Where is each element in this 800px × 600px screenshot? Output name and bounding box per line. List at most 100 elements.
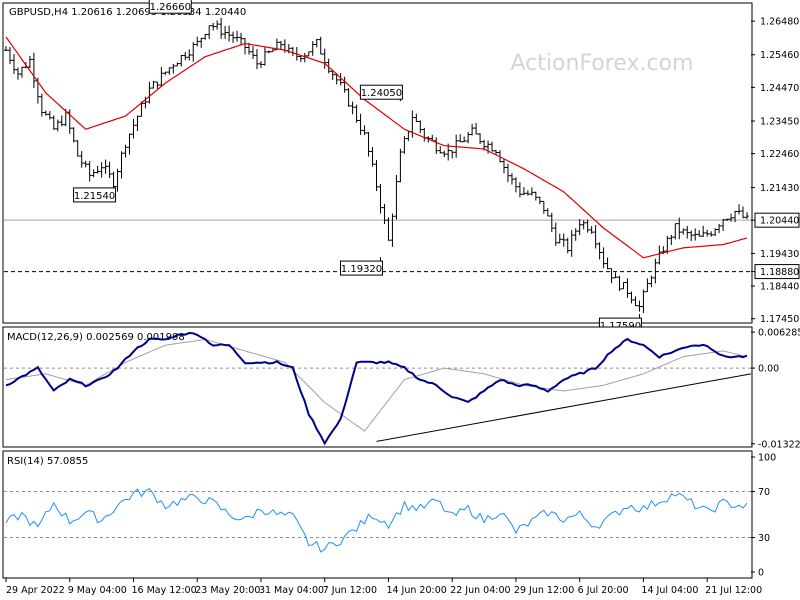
ohlc-bar <box>613 272 618 279</box>
ohlc-bar <box>155 81 160 89</box>
rsi-tick-label: 0 <box>758 568 764 579</box>
ohlc-bar <box>183 52 188 61</box>
ohlc-bar <box>4 46 8 52</box>
price-tick-label: 1.23450 <box>760 116 799 127</box>
ohlc-bar <box>633 296 638 307</box>
macd-tick-label: 0.00 <box>758 364 779 375</box>
x-tick-label: 7 Jun 12:00 <box>323 585 377 596</box>
ohlc-bar <box>179 54 184 67</box>
ohlc-bar <box>585 219 590 233</box>
ohlc-bar <box>386 217 391 241</box>
price-tick-label: 1.18880 <box>760 267 799 278</box>
ohlc-bar <box>733 210 738 223</box>
price-tick-label: 1.20440 <box>760 216 799 227</box>
ohlc-bar <box>87 161 92 182</box>
ohlc-bar <box>569 230 574 257</box>
ohlc-bar <box>669 234 674 246</box>
price-annotation: 1.24050 <box>359 84 403 102</box>
ohlc-bar <box>75 140 80 157</box>
ohlc-bar <box>601 247 606 269</box>
ohlc-bar <box>67 109 72 134</box>
ohlc-bar <box>573 228 578 241</box>
ohlc-bar <box>533 191 538 201</box>
ohlc-bar <box>346 88 351 107</box>
x-tick-label: 9 May 04:00 <box>68 585 127 596</box>
ohlc-bar <box>306 51 311 57</box>
macd-trendline <box>376 373 752 442</box>
ohlc-bar <box>143 96 148 109</box>
x-tick-label: 22 Jun 04:00 <box>450 585 510 596</box>
ohlc-bar <box>43 110 48 116</box>
x-tick-label: 21 Jul 12:00 <box>705 585 762 596</box>
ohlc-bar <box>55 119 60 132</box>
ohlc-bar <box>115 168 120 192</box>
ohlc-bar <box>462 136 467 143</box>
ohlc-bar <box>657 245 662 265</box>
ohlc-bar <box>19 66 24 78</box>
ohlc-bar <box>203 33 208 40</box>
ohlc-bar <box>729 213 734 222</box>
ohlc-bar <box>741 206 746 219</box>
ohlc-bar <box>713 228 718 236</box>
ohlc-bar <box>254 48 259 70</box>
ohlc-bar <box>545 208 550 217</box>
ohlc-bar <box>39 93 44 117</box>
rsi-line <box>5 487 748 553</box>
ohlc-bar <box>721 219 726 231</box>
ohlc-bar <box>215 20 220 30</box>
ohlc-bar <box>235 30 240 42</box>
ohlc-bar <box>458 134 463 143</box>
price-tick-label: 1.25460 <box>760 50 799 61</box>
ohlc-bar <box>127 133 132 155</box>
price-bars <box>4 17 749 313</box>
ohlc-bar <box>187 49 192 61</box>
ohlc-bar <box>466 131 471 144</box>
current-price-box <box>754 212 800 228</box>
x-tick-label: 29 Apr 2022 <box>6 585 65 596</box>
price-tick-label: 1.22460 <box>760 149 799 160</box>
ohlc-bar <box>394 174 399 220</box>
price-tick-label: 1.17450 <box>760 314 799 325</box>
ohlc-bar <box>258 61 263 68</box>
ohlc-bar <box>709 231 714 237</box>
ohlc-bar <box>402 136 407 154</box>
svg-text:1.26660: 1.26660 <box>150 2 191 13</box>
ohlc-bar <box>525 190 530 196</box>
ohlc-bar <box>370 147 375 167</box>
ohlc-bar <box>31 52 36 88</box>
ohlc-bar <box>366 131 371 157</box>
support-price-box <box>754 264 800 280</box>
ohlc-bar <box>47 111 52 120</box>
ohlc-bar <box>434 137 439 154</box>
ohlc-bar <box>589 226 594 234</box>
ohlc-bar <box>223 25 228 40</box>
ohlc-bar <box>131 118 136 139</box>
ohlc-bar <box>693 228 698 241</box>
ohlc-bar <box>326 58 331 74</box>
svg-text:1.19320: 1.19320 <box>341 264 382 275</box>
ohlc-bar <box>605 257 610 270</box>
ohlc-bar <box>705 229 710 237</box>
ohlc-bar <box>681 228 686 235</box>
price-tick-label: 1.24470 <box>760 83 799 94</box>
x-tick-label: 14 Jun 20:00 <box>386 585 446 596</box>
ohlc-bar <box>119 151 124 179</box>
ohlc-bar <box>243 38 248 55</box>
ohlc-bar <box>494 149 499 155</box>
rsi-panel: RSI(14) 57.0855 100 70 30 0 <box>2 450 776 579</box>
ohlc-bar <box>701 225 706 237</box>
ohlc-bar <box>219 17 224 39</box>
ohlc-bar <box>621 281 626 290</box>
ohlc-bar <box>697 230 702 237</box>
macd-tick-label: 0.006285 <box>758 328 800 339</box>
ohlc-bar <box>318 36 323 55</box>
ohlc-bar <box>199 37 204 48</box>
price-annotation: 1.21540 <box>73 183 117 203</box>
svg-text:1.21540: 1.21540 <box>74 191 115 202</box>
ohlc-bar <box>561 233 566 247</box>
ohlc-bar <box>478 133 483 144</box>
ohlc-bar <box>689 230 694 242</box>
price-tick-label: 1.26480 <box>760 17 799 28</box>
ohlc-bar <box>529 187 534 196</box>
